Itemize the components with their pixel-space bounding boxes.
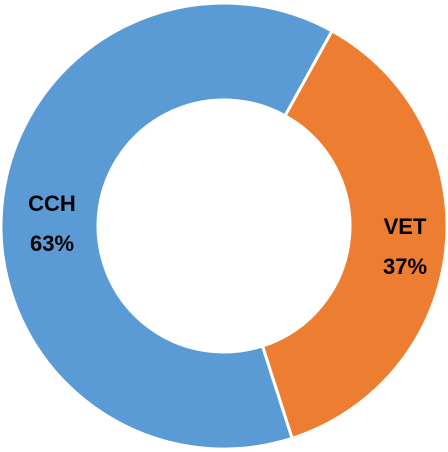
slice-category-label: VET bbox=[384, 214, 427, 239]
slice-category-label: CCH bbox=[28, 191, 76, 216]
donut-slice bbox=[0, 1, 335, 451]
slice-value-label: 37% bbox=[383, 254, 427, 279]
donut-slice bbox=[260, 28, 448, 441]
slice-value-label: 63% bbox=[30, 231, 74, 256]
